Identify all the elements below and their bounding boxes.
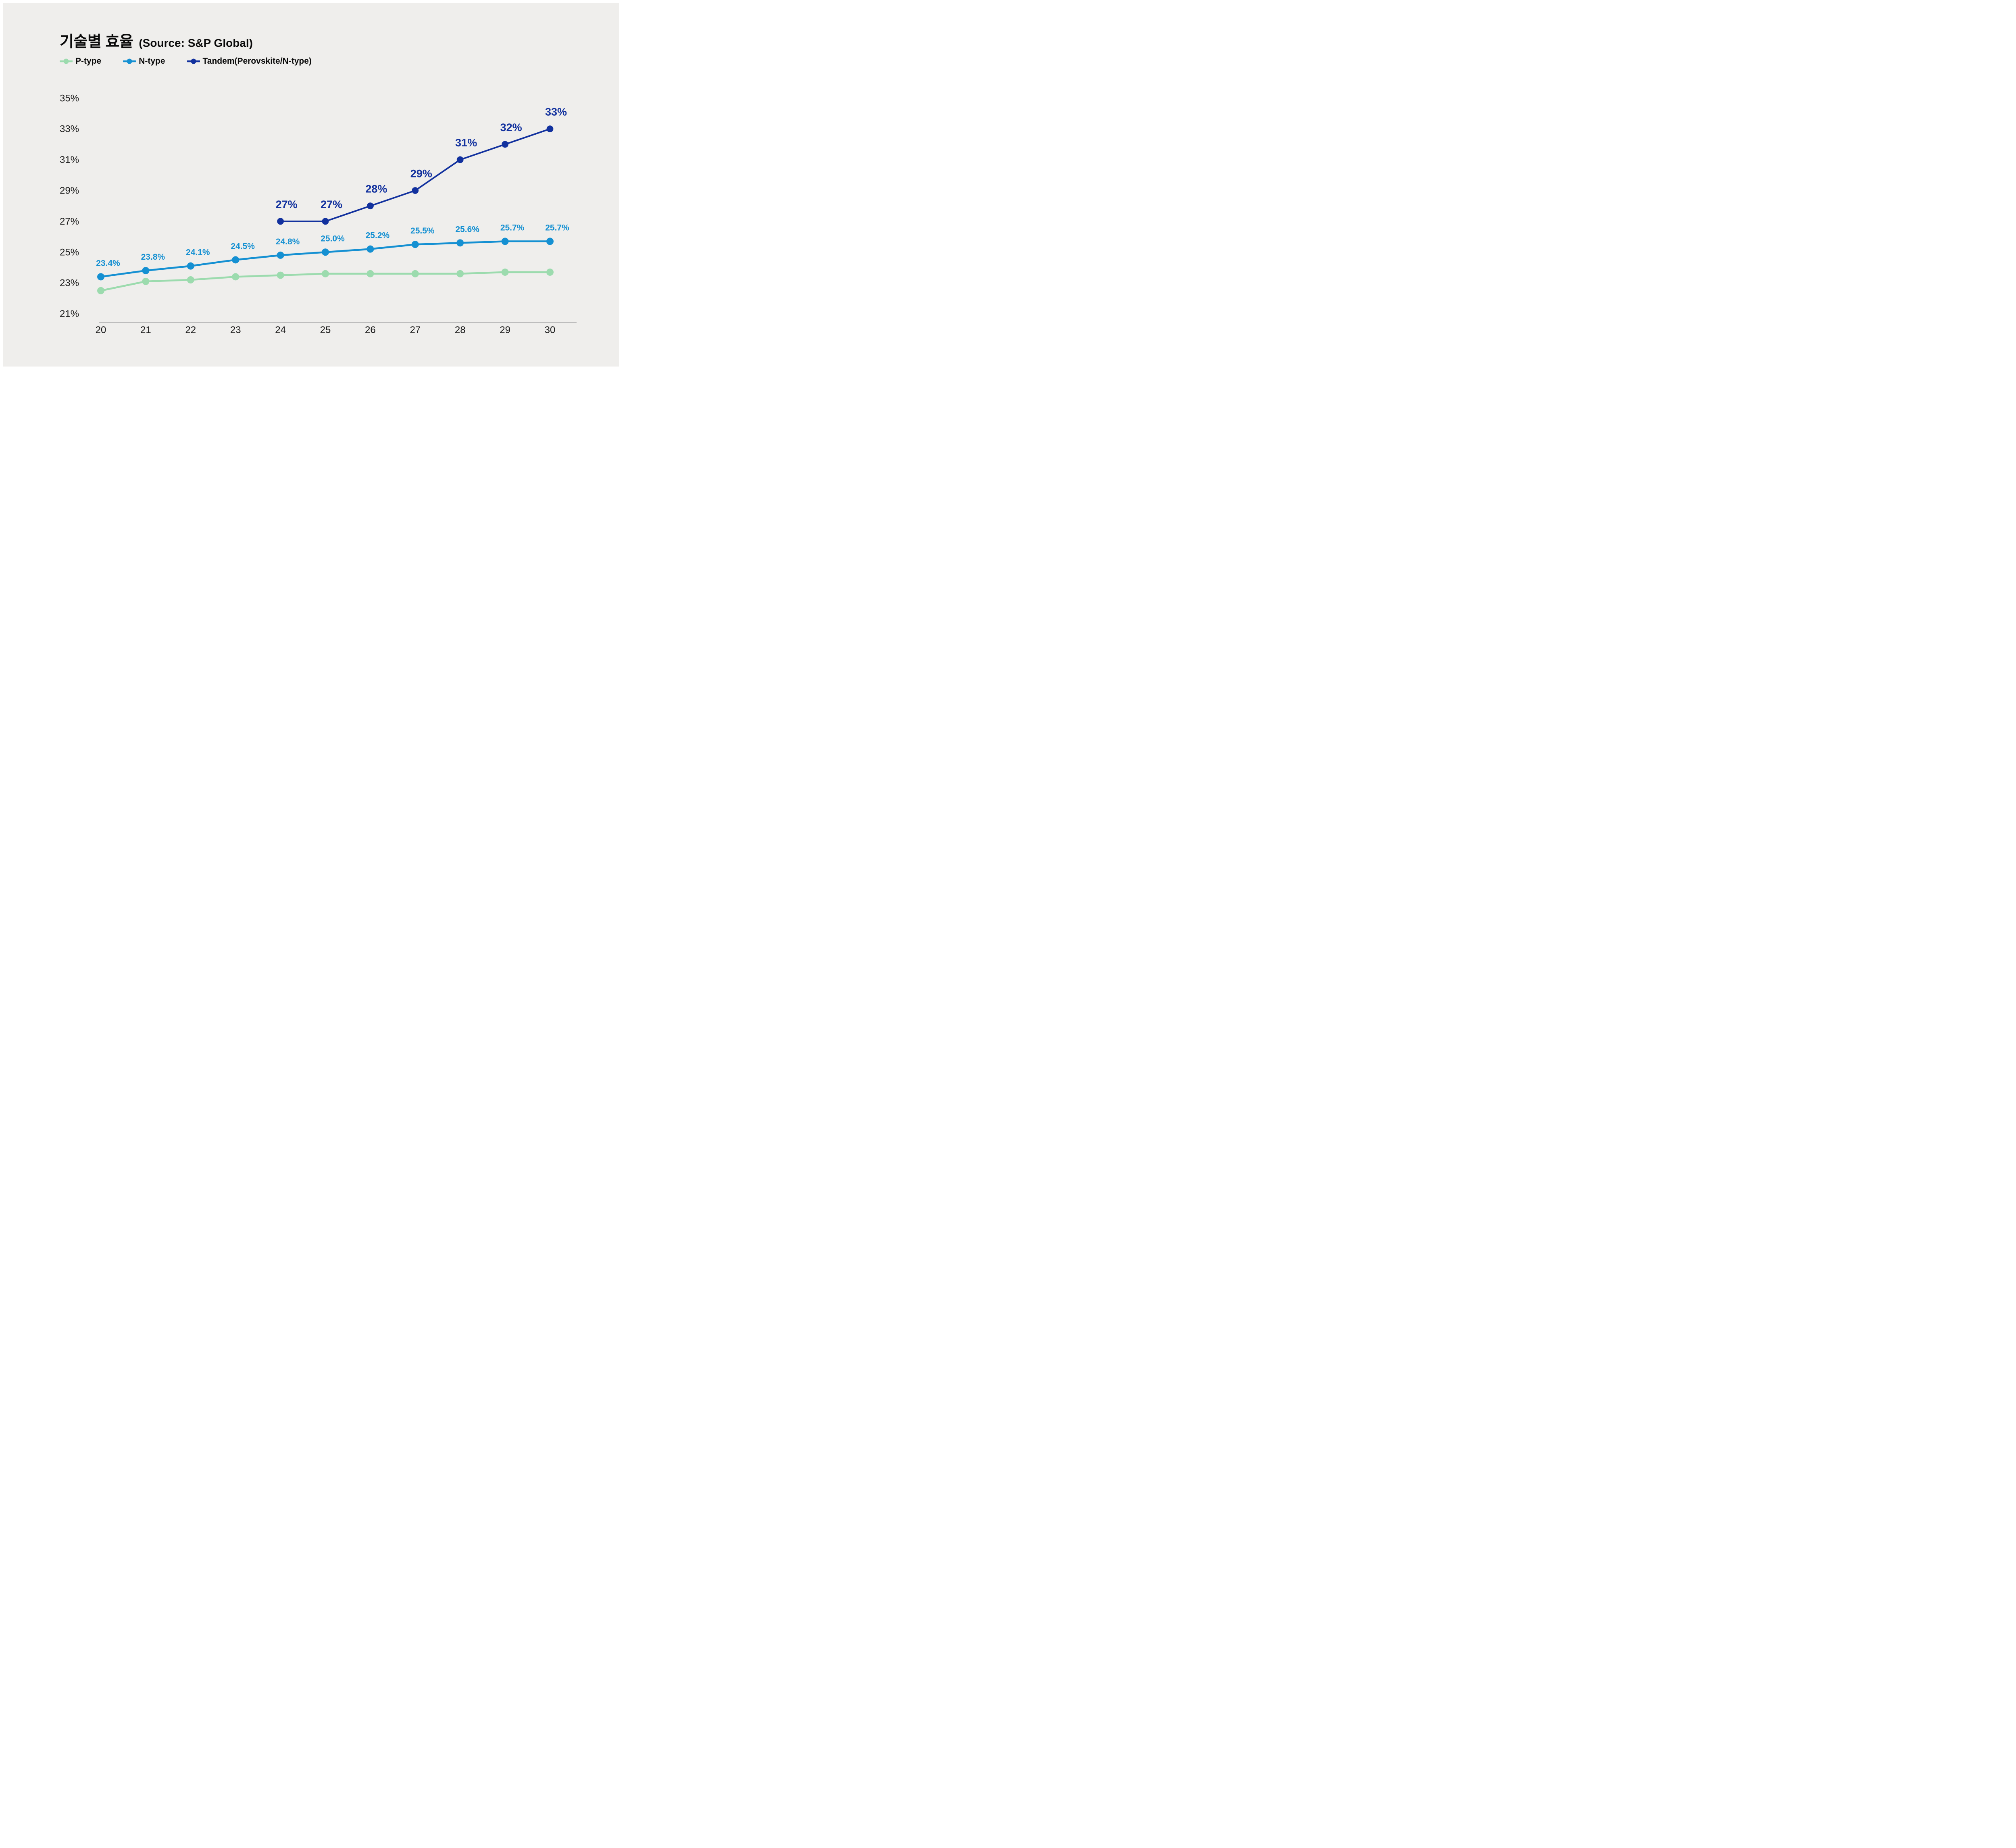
y-axis-tick-label: 21% <box>60 308 79 319</box>
data-point-marker <box>277 251 284 259</box>
data-point-label: 23.4% <box>96 258 120 268</box>
y-axis-tick-label: 25% <box>60 247 79 258</box>
y-axis-tick-label: 33% <box>60 124 79 135</box>
x-axis-tick-label: 24 <box>275 325 286 335</box>
data-point-marker <box>322 218 329 225</box>
line-chart-plot-area: 35% 33% 31% 29% 27% 25% 23% 21% 20 21 22 23 24 25 26 27… <box>60 93 577 335</box>
chart-canvas: 기술별 효율 (Source: S&P Global) P-type N-type… <box>0 0 622 370</box>
legend-label: Tandem(Perovskite/N-type) <box>202 56 312 66</box>
data-point-marker <box>97 273 104 281</box>
chart-header: 기술별 효율 (Source: S&P Global) <box>60 29 253 51</box>
legend-item-tandem-perovskite-n-type-: Tandem(Perovskite/N-type) <box>186 56 312 66</box>
y-axis-tick-label: 29% <box>60 185 79 196</box>
data-point-label: 33% <box>545 106 567 118</box>
data-point-label: 27% <box>276 198 298 210</box>
data-point-label: 29% <box>410 167 432 179</box>
data-point-label: 25.7% <box>500 223 525 233</box>
data-point-label: 24.8% <box>276 237 300 246</box>
data-point-marker <box>411 270 419 277</box>
data-point-marker <box>411 241 419 248</box>
data-point-marker <box>367 245 374 253</box>
legend-item-n-type: N-type <box>122 56 165 66</box>
x-axis-tick-label: 22 <box>185 325 196 335</box>
page-title: 기술별 효율 <box>60 33 133 50</box>
data-point-marker <box>142 267 150 275</box>
data-point-label: 28% <box>365 183 387 195</box>
data-point-marker <box>187 262 194 270</box>
data-point-marker <box>187 276 194 284</box>
chart-source-note: (Source: S&P Global) <box>139 37 253 49</box>
data-point-marker <box>232 256 240 264</box>
legend-item-p-type: P-type <box>59 56 102 66</box>
data-point-label: 27% <box>321 198 342 210</box>
data-point-marker <box>412 187 419 194</box>
x-axis-tick-label: 23 <box>230 325 241 335</box>
data-point-label: 31% <box>455 137 477 149</box>
data-point-marker <box>97 287 104 294</box>
data-point-marker <box>502 141 508 148</box>
data-point-marker <box>277 271 284 279</box>
legend-marker-icon <box>186 58 200 65</box>
data-point-label: 23.8% <box>141 252 165 262</box>
x-axis-tick-label: 21 <box>140 325 151 335</box>
x-axis-tick-label: 29 <box>500 325 510 335</box>
data-point-marker <box>322 270 329 277</box>
data-point-label: 24.1% <box>186 248 210 257</box>
data-point-marker <box>142 277 150 285</box>
data-point-label: 25.7% <box>545 223 569 233</box>
chart-legend: P-type N-type Tandem(Perovskite/N-type) <box>59 56 312 66</box>
legend-marker-icon <box>122 58 137 65</box>
data-point-marker <box>456 156 464 163</box>
data-point-marker <box>367 270 374 277</box>
data-point-marker <box>501 268 509 276</box>
x-axis-tick-label: 20 <box>96 325 106 335</box>
data-point-marker <box>232 273 240 281</box>
data-point-marker <box>456 270 464 277</box>
data-point-marker <box>322 248 329 256</box>
data-point-marker <box>546 268 554 276</box>
x-axis-tick-label: 30 <box>545 325 556 335</box>
x-axis-tick-label: 26 <box>365 325 376 335</box>
data-point-marker <box>456 239 464 247</box>
x-axis-tick-label: 25 <box>320 325 331 335</box>
y-axis-tick-label: 35% <box>60 93 79 104</box>
data-point-marker <box>367 202 374 210</box>
data-point-marker <box>277 218 284 225</box>
data-point-label: 25.5% <box>410 226 435 235</box>
data-point-label: 25.0% <box>321 234 345 243</box>
data-point-marker <box>546 238 554 245</box>
data-point-label: 32% <box>500 121 522 133</box>
legend-label: P-type <box>75 56 102 66</box>
legend-label: N-type <box>139 56 165 66</box>
data-point-marker <box>546 125 554 133</box>
x-axis-tick-label: 27 <box>410 325 421 335</box>
x-axis-tick-label: 28 <box>455 325 466 335</box>
data-point-label: 25.6% <box>455 225 479 234</box>
data-point-label: 24.5% <box>231 242 255 251</box>
data-point-marker <box>501 238 509 245</box>
y-axis-tick-label: 27% <box>60 216 79 227</box>
y-axis-tick-label: 23% <box>60 278 79 289</box>
legend-marker-icon <box>59 58 73 65</box>
y-axis-tick-label: 31% <box>60 154 79 165</box>
chart-panel-background <box>3 3 619 367</box>
data-point-label: 25.2% <box>366 231 390 240</box>
